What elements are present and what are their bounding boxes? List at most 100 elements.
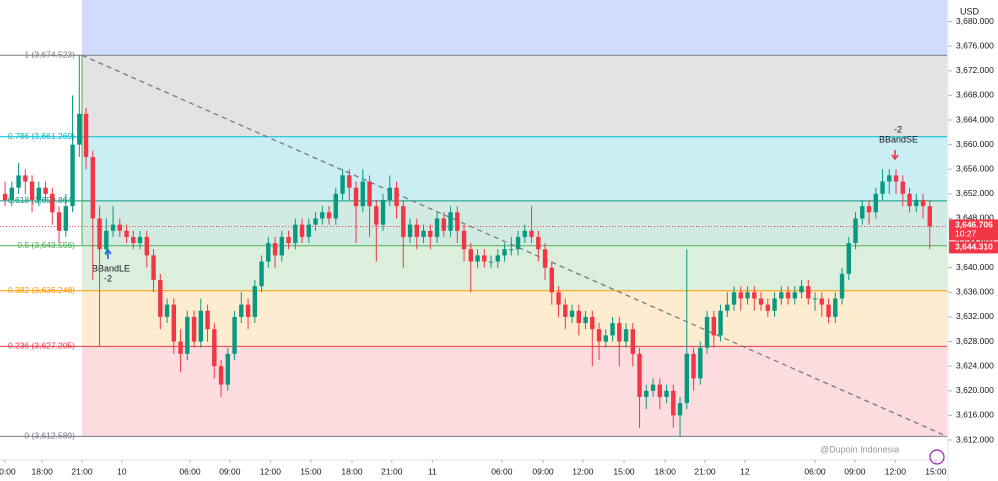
candle-body [772,298,777,311]
y-tick-label: 3,664.000 [956,114,994,124]
x-tick-label: 21:00 [694,466,716,476]
candle-body [563,304,568,317]
candle-body [97,218,102,250]
candle-body [347,175,352,188]
candle-body [866,206,872,213]
candle-body [880,181,885,194]
candle-body [428,230,433,237]
candle-body [421,230,426,237]
y-tick-label: 3,656.000 [956,163,994,173]
candle-body [482,255,487,262]
candle-body [367,181,372,207]
fib-label: 0.382 (3,636.248) [8,285,75,295]
x-tick-label: 20:00 [0,466,16,476]
candle-body [434,218,440,237]
signal-label: BBandLE [92,263,130,273]
candle-body [225,353,231,385]
candle-body [353,187,359,207]
candle-body [887,175,892,182]
candle-body [873,193,878,213]
candle-body [407,224,413,237]
candle-body [758,298,764,305]
candle-body [461,230,467,250]
y-tick-label: 3,668.000 [956,90,994,100]
fib-band [82,290,947,347]
candle-body [691,353,696,379]
sell-arrow [891,150,899,161]
candle-body [448,212,453,231]
candle-body [239,304,244,317]
candle-body [2,193,8,200]
candle-body [374,206,379,225]
candle-body [603,335,608,342]
x-tick-label: 09:00 [844,466,866,476]
candle-body [380,200,386,225]
candle-body [468,249,474,262]
candle-body [907,193,912,207]
candle-body [596,329,602,342]
candle-body [279,236,285,256]
candle-body [299,224,305,237]
candle-body [306,224,312,237]
candle-body [23,175,28,182]
candle-body [394,187,399,207]
candle-body [549,267,554,293]
candle-body [853,218,858,244]
signal-label: BBandSE [879,134,918,144]
candle-body [252,286,258,317]
x-tick-label: 15:00 [613,466,635,476]
candle-body [826,304,831,317]
x-tick-label: 06:00 [491,466,513,476]
candle-body [36,187,42,200]
x-tick-label: 09:00 [532,466,554,476]
countdown: 10:27 [955,229,977,239]
fib-label: 1 (3,674.523) [24,49,75,59]
candle-body [569,310,575,317]
x-tick-label: 15:00 [300,466,322,476]
x-tick-label: 12 [740,466,750,476]
x-tick-label: 10 [117,466,127,476]
candle-body [77,113,82,145]
candle-body [556,292,561,305]
fib-band [82,200,947,246]
y-tick-label: 3,660.000 [956,139,994,149]
y-tick-label: 3,652.000 [956,188,994,198]
x-tick-label: 21:00 [71,466,93,476]
y-tick-label: 3,636.000 [956,287,994,297]
candle-body [70,144,75,207]
candle-body [664,390,669,397]
candle-body [50,193,55,213]
candle-body [765,304,770,311]
y-tick-label: 3,620.000 [956,385,994,395]
candle-body [191,316,197,342]
candle-body [340,175,345,194]
candle-body [637,353,642,397]
candle-body [441,218,447,231]
candle-body [245,304,251,317]
candle-body [43,187,48,194]
candle-body [542,249,548,268]
candle-body [860,206,865,219]
watermark: @Dupoin Indonesia [820,444,899,454]
x-tick-label: 12:00 [260,466,282,476]
y-tick-label: 3,612.000 [956,434,994,444]
candle-body [475,255,480,262]
candle-body [495,255,500,262]
fib-label: 0.5 (3,643.556) [17,240,75,250]
candle-body [117,224,123,231]
fib-band [82,346,947,437]
candle-body [171,304,177,342]
x-tick-label: 18:00 [341,466,363,476]
y-tick-label: 3,632.000 [956,311,994,321]
candle-body [333,193,339,219]
price-badge-label: 3,646.706 [955,220,993,230]
candle-body [414,224,420,237]
candle-body [779,292,784,299]
candle-body [718,310,723,336]
candle-body [164,304,170,317]
candle-body [455,212,460,231]
candle-body [785,292,791,299]
y-tick-label: 3,680.000 [956,16,994,26]
candle-body [752,292,757,299]
candle-body [671,390,676,416]
